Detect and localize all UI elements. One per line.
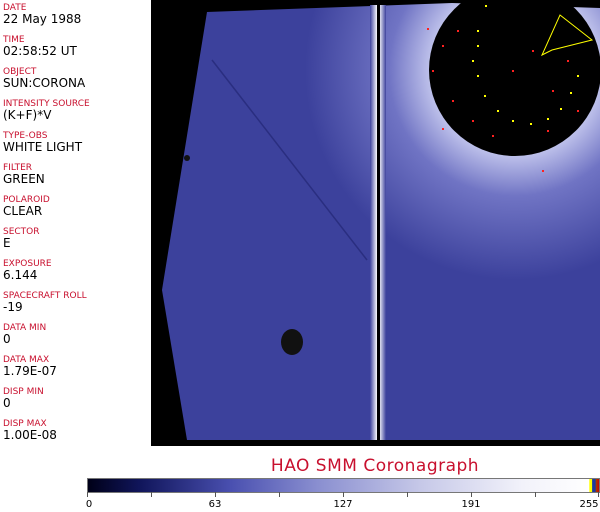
occulting-disk (429, 0, 600, 156)
field-value: SUN:CORONA (3, 76, 86, 90)
field-value: 0 (3, 332, 11, 346)
red-markers (427, 28, 579, 172)
field-label: TYPE-OBS (3, 131, 48, 141)
field-value: E (3, 236, 11, 250)
colorbar-tick (279, 492, 280, 497)
field-value: 0 (3, 396, 11, 410)
dust-spot (281, 329, 303, 355)
field-value: CLEAR (3, 204, 43, 218)
dust-spot-small (184, 155, 190, 161)
coronagraph-image (152, 0, 600, 446)
colorbar-tick (598, 492, 599, 497)
colorbar-tick (151, 492, 152, 497)
colorbar-tick (535, 492, 536, 497)
field-label: DISP MIN (3, 387, 44, 397)
field-value: 6.144 (3, 268, 38, 282)
field-value: 22 May 1988 (3, 12, 82, 26)
field-value: -19 (3, 300, 23, 314)
colorbar-tick-label: 255 (579, 499, 599, 510)
field-value: (K+F)*V (3, 108, 52, 122)
field-label: DISP MAX (3, 419, 47, 429)
field-label: INTENSITY SOURCE (3, 99, 90, 109)
field-label: SECTOR (3, 227, 40, 237)
colorbar-tick (407, 492, 408, 497)
field-value: 1.79E-07 (3, 364, 57, 378)
colorbar-tick (215, 492, 216, 497)
field-value: 1.00E-08 (3, 428, 57, 442)
field-label: DATA MAX (3, 355, 50, 365)
field-value: WHITE LIGHT (3, 140, 83, 154)
pylon-shadow (377, 5, 380, 440)
field-label: OBJECT (3, 67, 37, 77)
yellow-outline-marker (540, 14, 594, 57)
field-label: FILTER (3, 163, 33, 173)
field-label: POLAROID (3, 195, 50, 205)
colorbar-tick-label: 127 (333, 499, 353, 510)
colorbar-tick (471, 492, 472, 497)
colorbar-tick-label: 0 (85, 499, 93, 510)
field-label: DATE (3, 3, 27, 13)
field-label: DATA MIN (3, 323, 47, 333)
diagonal-streak (211, 59, 368, 261)
field-label: EXPOSURE (3, 259, 52, 269)
colorbar-tick-label: 191 (461, 499, 481, 510)
colorbar-tick (343, 492, 344, 497)
instrument-title: HAO SMM Coronagraph (270, 456, 480, 476)
colorbar-tick (87, 492, 88, 497)
colorbar (87, 478, 600, 493)
field-value: GREEN (3, 172, 45, 186)
colorbar-tick-label: 63 (208, 499, 222, 510)
field-label: SPACECRAFT ROLL (3, 291, 87, 301)
header-info-panel (0, 0, 152, 446)
field-label: TIME (3, 35, 25, 45)
yellow-markers (472, 5, 579, 125)
field-value: 02:58:52 UT (3, 44, 77, 58)
